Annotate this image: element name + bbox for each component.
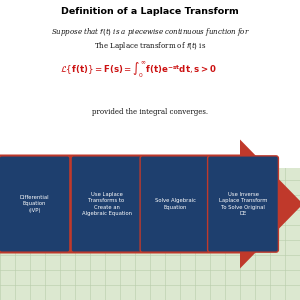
FancyBboxPatch shape (140, 156, 211, 252)
Polygon shape (0, 140, 300, 268)
Text: Definition of a Laplace Transform: Definition of a Laplace Transform (61, 8, 239, 16)
FancyBboxPatch shape (0, 156, 70, 252)
Text: provided the integral converges.: provided the integral converges. (92, 108, 208, 116)
FancyBboxPatch shape (208, 156, 278, 252)
Text: $\mathcal{L}\{\mathbf{f(t)}\} = \mathbf{F(s)} = \int_0^{\infty} \mathbf{f(t)e^{-: $\mathcal{L}\{\mathbf{f(t)}\} = \mathbf{… (60, 60, 216, 80)
Text: The Laplace transform of $f(t)$ is: The Laplace transform of $f(t)$ is (94, 40, 206, 52)
Text: Differential
Equation
(IVP): Differential Equation (IVP) (20, 195, 49, 213)
Text: Solve Algebraic
Equation: Solve Algebraic Equation (155, 198, 196, 210)
Text: Use Laplace
Transforms to
Create an
Algebraic Equation: Use Laplace Transforms to Create an Alge… (82, 192, 131, 216)
FancyBboxPatch shape (71, 156, 142, 252)
Bar (0, 0, 300, 168)
Text: Suppose that $f(t)$ is a piecewise continuous function for: Suppose that $f(t)$ is a piecewise conti… (51, 26, 249, 38)
Text: Use Inverse
Laplace Transform
To Solve Original
DE: Use Inverse Laplace Transform To Solve O… (219, 192, 267, 216)
